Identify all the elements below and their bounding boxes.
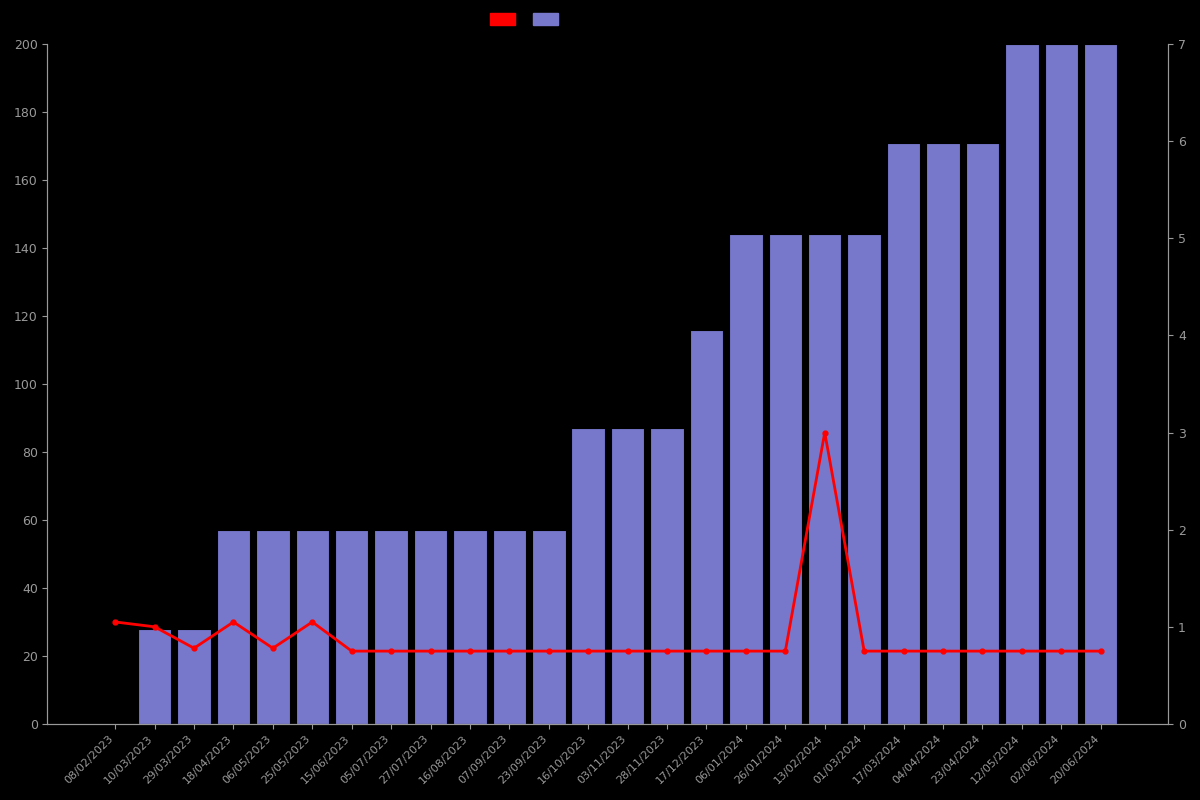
Bar (926, 142, 960, 724)
Bar (178, 629, 211, 724)
Bar (1006, 44, 1038, 724)
Bar (808, 234, 841, 724)
Bar (1084, 44, 1117, 724)
Bar (768, 234, 802, 724)
Bar (887, 142, 920, 724)
Bar (847, 234, 881, 724)
Bar (414, 530, 448, 724)
Bar (1044, 44, 1078, 724)
Bar (454, 530, 487, 724)
Bar (335, 530, 368, 724)
Bar (295, 530, 329, 724)
Bar (493, 530, 526, 724)
Bar (374, 530, 408, 724)
Legend: , : , (487, 10, 572, 30)
Bar (217, 530, 251, 724)
Bar (966, 142, 1000, 724)
Bar (532, 530, 565, 724)
Bar (138, 629, 172, 724)
Bar (730, 234, 763, 724)
Bar (611, 428, 644, 724)
Bar (690, 330, 724, 724)
Bar (650, 428, 684, 724)
Bar (256, 530, 289, 724)
Bar (571, 428, 605, 724)
